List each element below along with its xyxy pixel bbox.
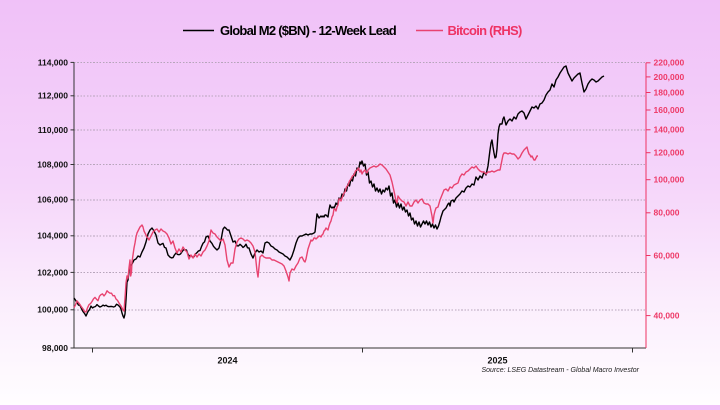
svg-text:Global M2 ($BN) - 12-Week Lead: Global M2 ($BN) - 12-Week Lead: [220, 23, 397, 38]
svg-text:100,000: 100,000: [654, 175, 685, 185]
svg-text:160,000: 160,000: [654, 105, 685, 115]
svg-text:110,000: 110,000: [38, 125, 69, 135]
svg-text:112,000: 112,000: [38, 91, 69, 101]
svg-text:220,000: 220,000: [654, 58, 685, 68]
svg-text:140,000: 140,000: [654, 125, 685, 135]
svg-text:120,000: 120,000: [654, 148, 685, 158]
svg-text:Source: LSEG Datastream - Glob: Source: LSEG Datastream - Global Macro I…: [481, 367, 639, 374]
svg-text:60,000: 60,000: [654, 250, 680, 260]
svg-text:200,000: 200,000: [654, 72, 685, 82]
svg-text:Bitcoin (RHS): Bitcoin (RHS): [448, 23, 522, 38]
svg-text:98,000: 98,000: [42, 343, 68, 353]
svg-text:40,000: 40,000: [654, 311, 680, 321]
svg-text:108,000: 108,000: [37, 159, 68, 169]
svg-text:2024: 2024: [217, 356, 237, 366]
svg-text:100,000: 100,000: [37, 305, 68, 315]
svg-text:104,000: 104,000: [37, 231, 68, 241]
svg-text:106,000: 106,000: [37, 195, 68, 205]
svg-text:102,000: 102,000: [37, 267, 68, 277]
svg-text:80,000: 80,000: [654, 208, 680, 218]
svg-text:114,000: 114,000: [38, 57, 69, 67]
svg-text:2025: 2025: [487, 356, 507, 366]
svg-text:180,000: 180,000: [654, 87, 685, 97]
